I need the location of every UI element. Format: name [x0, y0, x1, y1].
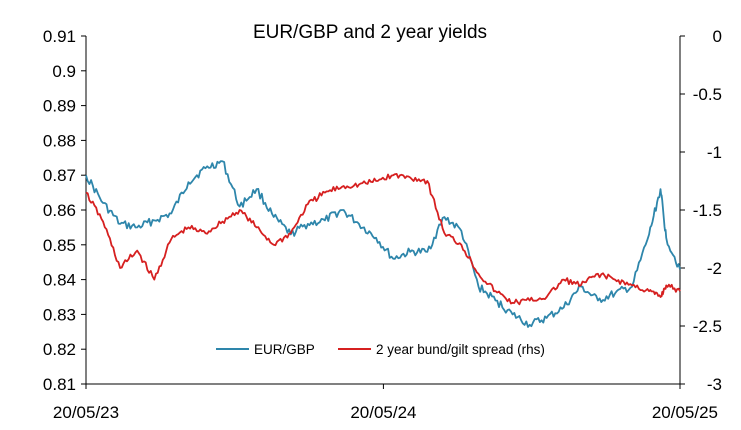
- y-right-tick-label: -2.5: [693, 317, 722, 336]
- y-left-tick-label: 0.89: [43, 97, 76, 116]
- legend-label-eurgbp: EUR/GBP: [254, 342, 315, 357]
- y-left-tick-label: 0.81: [43, 375, 76, 394]
- legend-label-spread: 2 year bund/gilt spread (rhs): [376, 342, 545, 357]
- y-left-tick-label: 0.85: [43, 236, 76, 255]
- legend: EUR/GBP 2 year bund/gilt spread (rhs): [216, 342, 545, 357]
- y-right-tick-label: -1: [707, 143, 722, 162]
- y-left-tick-label: 0.82: [43, 340, 76, 359]
- series-line-eurgbp: [85, 160, 681, 328]
- y-left-tick-label: 0.88: [43, 131, 76, 150]
- x-tick-label: 20/05/23: [53, 403, 119, 422]
- y-left-tick-label: 0.91: [43, 27, 76, 46]
- y-right-tick-label: 0: [713, 27, 722, 46]
- series-line-spread: [85, 172, 681, 306]
- y-right-tick-label: -0.5: [693, 85, 722, 104]
- y-left-tick-label: 0.86: [43, 201, 76, 220]
- y-right-tick-label: -2: [707, 259, 722, 278]
- y-right-tick-label: -1.5: [693, 201, 722, 220]
- y-left-tick-label: 0.9: [52, 62, 76, 81]
- y-left-tick-label: 0.83: [43, 305, 76, 324]
- x-tick-label: 20/05/24: [350, 403, 416, 422]
- y-left-tick-label: 0.84: [43, 271, 76, 290]
- chart-title: EUR/GBP and 2 year yields: [253, 22, 487, 43]
- y-right-tick-label: -3: [707, 375, 722, 394]
- x-tick-label: 20/05/25: [652, 403, 718, 422]
- axes: 0.91 0.9 0.89 0.88 0.87 0.86 0.85 0.84 0.83 0.82 0…: [43, 27, 722, 422]
- series-layer: [85, 160, 681, 328]
- y-left-tick-label: 0.87: [43, 166, 76, 185]
